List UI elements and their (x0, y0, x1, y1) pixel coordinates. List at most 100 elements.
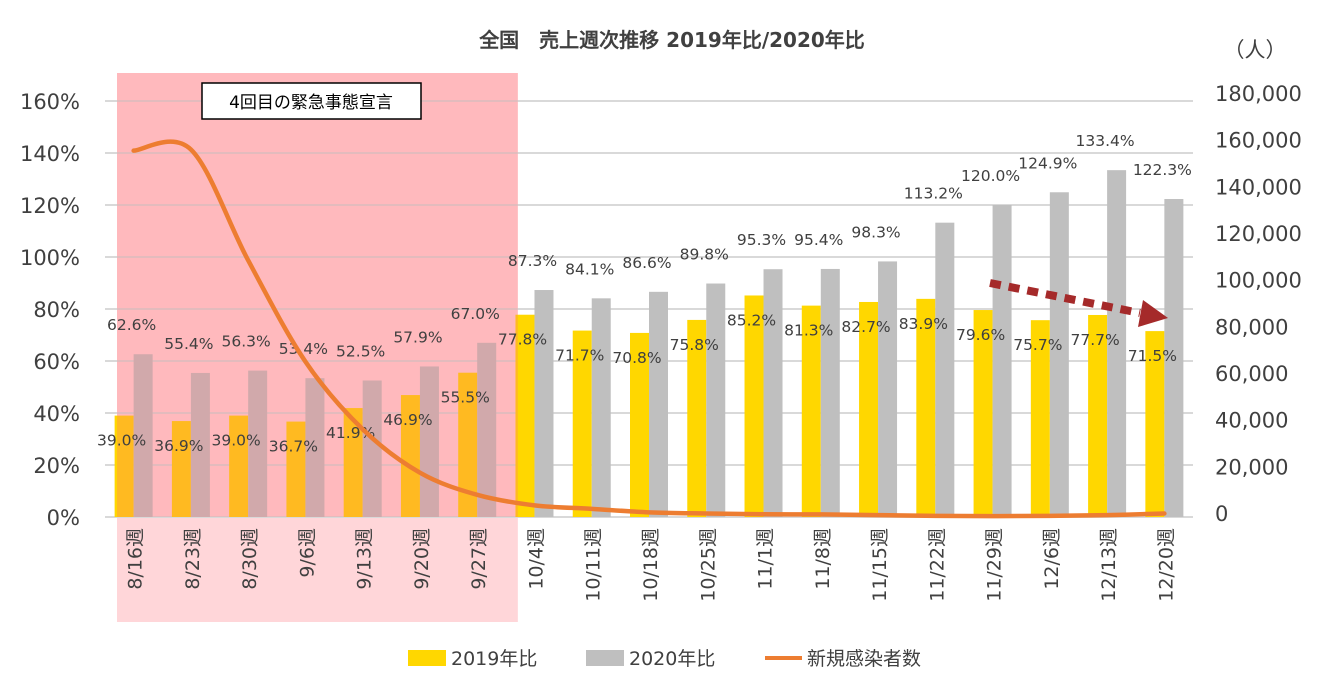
data-label-2019: 81.3% (784, 322, 833, 340)
bar-2019 (114, 415, 134, 517)
y-tick-label: 60% (33, 350, 80, 374)
x-tick-label: 9/6週 (296, 528, 318, 578)
y2-unit-label: （人） (1224, 38, 1287, 62)
x-tick-label: 11/15週 (869, 528, 891, 602)
y2-tick-label: 40,000 (1215, 409, 1288, 433)
bar-2020 (534, 290, 554, 517)
annotation-text: 4回目の緊急事態宣言 (229, 93, 393, 113)
line-new-infections (131, 139, 1167, 519)
bar-2019 (229, 415, 249, 517)
y2-tick-label: 120,000 (1215, 222, 1302, 246)
data-label-2020: 95.3% (737, 231, 786, 249)
y-tick-label: 160% (20, 90, 80, 114)
x-tick-label: 8/23週 (182, 528, 204, 590)
bar-2019 (572, 330, 592, 517)
data-label-2020: 89.8% (680, 246, 729, 264)
bar-2020 (190, 372, 210, 517)
bar-2019 (859, 301, 879, 517)
bar-2020 (706, 283, 726, 517)
x-tick-label: 12/20週 (1155, 528, 1177, 602)
trend-arrow (989, 279, 1168, 327)
bar-2019 (916, 298, 936, 517)
data-label-2019: 75.7% (1013, 336, 1062, 354)
data-label-2019: 71.5% (1128, 347, 1177, 365)
data-label-2020: 84.1% (565, 260, 614, 278)
bar-2019 (1030, 320, 1050, 517)
x-tick-label: 10/25週 (697, 528, 719, 602)
emergency-period-highlight (117, 73, 518, 622)
bar-2019 (458, 372, 478, 517)
legend-swatch-2019 (408, 650, 446, 666)
bar-2019 (1088, 314, 1108, 517)
bar-2020 (591, 298, 611, 517)
bar-2019 (744, 295, 764, 517)
y2-tick-label: 180,000 (1215, 82, 1302, 106)
x-tick-label: 11/1週 (755, 528, 777, 590)
data-label-2020: 120.0% (961, 167, 1020, 185)
legend-swatch-2020 (586, 650, 624, 666)
data-label-2020: 67.0% (451, 305, 500, 323)
data-label-2020: 53.4% (279, 340, 328, 358)
data-label-2019: 71.7% (555, 347, 604, 365)
bar-2020 (1164, 199, 1184, 517)
data-label-2020: 133.4% (1076, 132, 1135, 150)
legend-label-2020: 2020年比 (629, 648, 715, 670)
legend-label-2019: 2019年比 (451, 648, 537, 670)
data-label-2020: 113.2% (904, 185, 963, 203)
bar-2020 (477, 342, 497, 517)
x-tick-label: 9/27週 (468, 528, 490, 590)
data-label-2019: 46.9% (383, 411, 432, 429)
bar-2020 (820, 268, 840, 517)
y-tick-label: 40% (33, 402, 80, 426)
data-label-2020: 52.5% (336, 343, 385, 361)
x-tick-label: 12/6週 (1041, 528, 1063, 590)
bar-2019 (1145, 331, 1165, 517)
bar-2020 (305, 378, 325, 517)
y-tick-label: 100% (20, 246, 80, 270)
legend: 2019年比 2020年比 新規感染者数 (408, 648, 921, 670)
annotation-box: 4回目の緊急事態宣言 (201, 82, 422, 120)
y2-tick-label: 160,000 (1215, 129, 1302, 153)
data-label-2019: 85.2% (727, 311, 776, 329)
bar-2019 (400, 395, 420, 517)
x-tick-label: 11/22週 (926, 528, 948, 602)
data-label-2020: 56.3% (222, 333, 271, 351)
y2-tick-label: 140,000 (1215, 175, 1302, 199)
y-tick-label: 120% (20, 194, 80, 218)
bar-2019 (630, 332, 649, 517)
data-label-2020: 62.6% (107, 316, 156, 334)
data-label-2020: 98.3% (851, 223, 900, 241)
y-tick-label: 20% (33, 454, 80, 478)
bar-2020 (935, 222, 955, 517)
data-label-2019: 39.0% (212, 432, 261, 450)
y2-tick-label: 100,000 (1215, 269, 1302, 293)
y2-tick-label: 80,000 (1215, 315, 1288, 339)
x-tick-label: 11/8週 (812, 528, 834, 590)
bar-2020 (649, 291, 668, 517)
y-tick-label: 0% (47, 506, 80, 530)
data-label-2019: 77.7% (1070, 331, 1119, 349)
x-tick-label: 11/29週 (984, 528, 1006, 602)
x-tick-label: 9/13週 (354, 528, 376, 590)
x-tick-label: 9/20週 (411, 528, 433, 590)
data-label-2019: 36.9% (154, 437, 203, 455)
y2-tick-label: 20,000 (1215, 455, 1288, 479)
bar-2019 (171, 421, 191, 517)
data-label-2020: 57.9% (393, 328, 442, 346)
data-label-2020: 86.6% (622, 254, 671, 272)
bar-2019 (687, 319, 707, 517)
bar-2020 (878, 261, 898, 517)
bar-2020 (763, 269, 783, 517)
data-label-2019: 36.7% (269, 438, 318, 456)
data-label-2019: 77.8% (498, 331, 547, 349)
bar-2020 (1049, 192, 1069, 517)
bar-2019 (973, 310, 993, 517)
bar-2019 (286, 421, 306, 517)
y2-tick-label: 0 (1215, 502, 1228, 526)
bar-2020 (362, 380, 382, 517)
data-label-2019: 82.7% (841, 318, 890, 336)
data-label-2020: 55.4% (164, 335, 213, 353)
x-tick-label: 12/13週 (1098, 528, 1120, 602)
chart-title: 全国 売上週次推移 2019年比/2020年比 (478, 28, 865, 52)
